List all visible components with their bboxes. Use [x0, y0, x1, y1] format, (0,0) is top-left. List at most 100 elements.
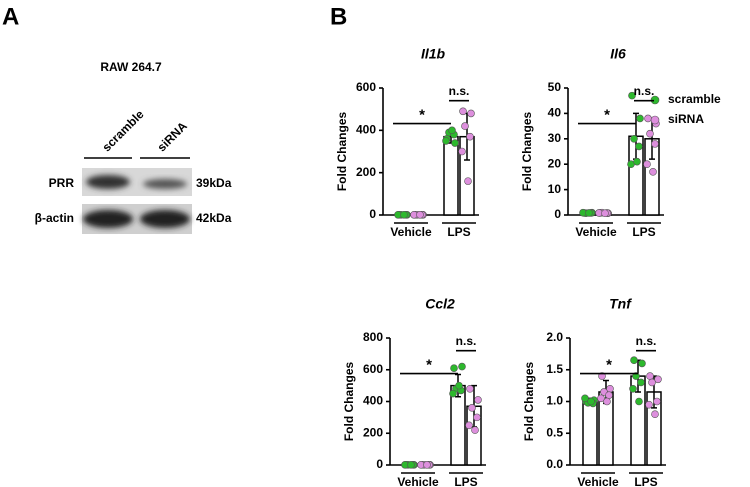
data-point [630, 356, 638, 365]
data-point [587, 397, 595, 406]
data-point [646, 372, 654, 380]
y-tick-label: 30 [548, 131, 562, 145]
data-point [455, 381, 463, 390]
data-point [442, 137, 450, 145]
x-tick-label: Vehicle [575, 225, 617, 239]
y-tick-label: 0 [369, 207, 376, 221]
data-point [467, 109, 475, 118]
data-point [473, 413, 481, 422]
significance-label: n.s. [636, 334, 657, 348]
chart-title: Ccl2 [425, 296, 455, 312]
y-tick-label: 20 [548, 156, 562, 170]
data-point [603, 397, 611, 406]
data-point [465, 421, 473, 430]
significance-label: * [419, 107, 425, 124]
data-point [630, 135, 638, 143]
data-point [581, 394, 589, 403]
bar [443, 135, 459, 216]
band [140, 210, 190, 228]
y-tick-label: 400 [363, 394, 383, 408]
data-point [648, 378, 656, 387]
x-tick-label: Vehicle [397, 475, 439, 487]
data-point [471, 426, 479, 434]
y-tick-label: 600 [356, 80, 376, 94]
y-tick-label: 0 [554, 207, 561, 221]
significance-label: n.s. [449, 84, 470, 98]
panel-label: A [2, 3, 19, 30]
data-point [407, 461, 415, 469]
data-point [636, 114, 644, 123]
data-point [459, 107, 467, 116]
x-tick-label: Vehicle [390, 225, 432, 239]
x-tick-label: Vehicle [577, 475, 619, 487]
data-point [601, 209, 609, 218]
legend-label: scramble [668, 92, 721, 106]
y-tick-label: 200 [356, 165, 376, 179]
x-tick-label: LPS [632, 225, 655, 239]
data-point [629, 384, 637, 393]
data-point [416, 210, 424, 219]
x-tick-label: LPS [634, 475, 657, 487]
data-point [597, 394, 605, 403]
data-point [451, 139, 459, 147]
band [86, 175, 130, 189]
chart-title: Tnf [609, 296, 632, 312]
chart-title: Il1b [421, 46, 446, 62]
data-point [605, 391, 613, 399]
data-point [423, 461, 431, 469]
y-tick-label: 0.0 [546, 457, 563, 471]
band [143, 179, 187, 189]
y-axis-label: Fold Changes [342, 362, 356, 442]
data-point [646, 129, 654, 138]
y-axis-label: Fold Changes [522, 362, 536, 442]
y-tick-label: 400 [356, 123, 376, 137]
protein-label: PRR [49, 176, 75, 190]
data-point [468, 404, 476, 412]
chart-title: Il6 [610, 46, 626, 62]
y-tick-label: 10 [548, 182, 562, 196]
data-point [637, 378, 645, 387]
data-point [474, 396, 482, 404]
band [83, 210, 133, 228]
data-point [458, 362, 466, 371]
data-point [635, 142, 643, 151]
y-tick-label: 0.5 [546, 425, 563, 439]
significance-label: n.s. [456, 334, 477, 348]
legend-marker [650, 115, 660, 125]
significance-label: * [604, 107, 610, 124]
data-point [643, 160, 651, 168]
lane-label: siRNA [154, 119, 190, 155]
y-tick-label: 1.5 [546, 362, 563, 376]
data-point [633, 157, 641, 166]
data-point [649, 168, 657, 176]
significance-label: * [426, 357, 432, 374]
y-axis-label: Fold Changes [520, 112, 534, 192]
legend-label: siRNA [668, 112, 704, 126]
data-point [450, 364, 458, 372]
data-point [466, 384, 474, 393]
y-tick-label: 800 [363, 330, 383, 344]
size-label: 39kDa [196, 176, 232, 190]
x-tick-label: LPS [447, 225, 470, 239]
x-tick-label: LPS [454, 475, 477, 487]
data-point [644, 114, 652, 123]
data-point [638, 359, 646, 368]
y-axis-label: Fold Changes [335, 112, 349, 192]
data-point [628, 91, 636, 100]
y-tick-label: 600 [363, 362, 383, 376]
data-point [466, 132, 474, 141]
data-point [449, 389, 457, 398]
data-point [585, 209, 593, 217]
data-point [654, 375, 662, 384]
y-tick-label: 50 [548, 80, 562, 94]
y-tick-label: 2.0 [546, 330, 563, 344]
size-label: 42kDa [196, 211, 232, 225]
data-point [653, 397, 661, 406]
data-point [464, 177, 472, 185]
bar [582, 400, 598, 466]
bar [450, 384, 466, 466]
y-tick-label: 1.0 [546, 394, 563, 408]
y-tick-label: 200 [363, 425, 383, 439]
data-point [651, 410, 659, 419]
